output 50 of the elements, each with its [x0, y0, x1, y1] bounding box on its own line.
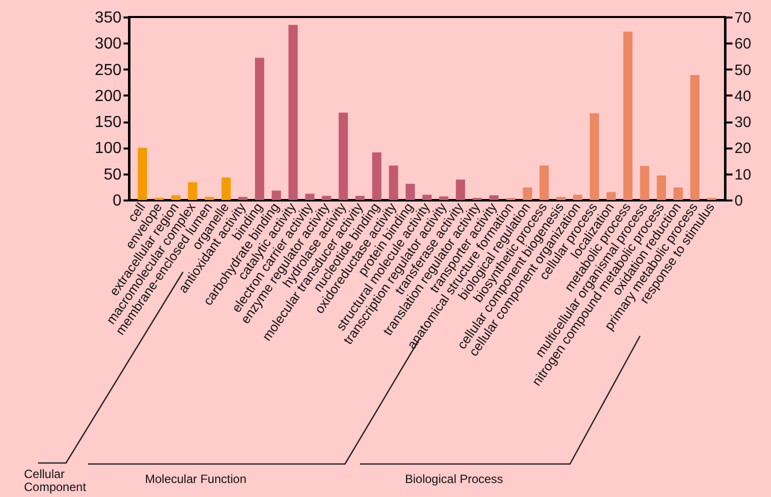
y-tick-label: 50	[104, 166, 122, 184]
bar	[573, 194, 582, 200]
bar	[355, 196, 365, 200]
bar	[288, 24, 298, 200]
bar	[305, 194, 314, 200]
y2-tick-label: 40	[734, 88, 752, 105]
y-tick-label: 100	[94, 140, 122, 158]
bar	[406, 184, 415, 200]
y2-tick-label: 60	[734, 36, 752, 53]
y-tick-label: 150	[94, 114, 122, 132]
bar	[238, 196, 248, 200]
bar	[221, 178, 231, 200]
bar	[640, 166, 650, 200]
y-tick-label: 250	[94, 62, 122, 79]
y2-tick-label: 70	[734, 10, 752, 26]
bar	[204, 196, 214, 200]
bar	[171, 195, 180, 200]
bar	[272, 190, 281, 200]
y2-tick-label: 20	[734, 140, 752, 158]
bar	[606, 192, 616, 200]
bar	[674, 187, 683, 200]
bar	[540, 165, 549, 200]
y-tick-label: 300	[94, 36, 122, 53]
y2-tick-label: 50	[734, 62, 752, 79]
bar	[456, 180, 466, 200]
bar	[489, 195, 499, 200]
y-tick-label: 350	[94, 10, 122, 26]
bar	[338, 112, 348, 200]
bar	[656, 175, 666, 200]
bar	[188, 182, 198, 200]
y-tick-label: 200	[94, 88, 122, 105]
text: Molecular Function	[145, 472, 246, 486]
bar	[623, 32, 633, 200]
bar	[388, 165, 398, 200]
text: Biological Process	[405, 472, 504, 486]
bar	[254, 58, 264, 200]
text: Cellular Component	[24, 467, 86, 494]
y2-tick-label: 0	[734, 192, 743, 210]
bar	[556, 196, 566, 200]
bar	[522, 187, 532, 200]
bar	[138, 148, 147, 200]
bar	[590, 113, 600, 200]
bar	[422, 194, 432, 200]
y2-tick-label: 10	[734, 166, 752, 184]
bar	[322, 196, 332, 200]
bar	[690, 75, 700, 200]
y-tick-label: 0	[112, 192, 122, 210]
y2-tick-label: 30	[734, 114, 752, 132]
bar	[372, 152, 382, 200]
bar	[439, 196, 448, 200]
